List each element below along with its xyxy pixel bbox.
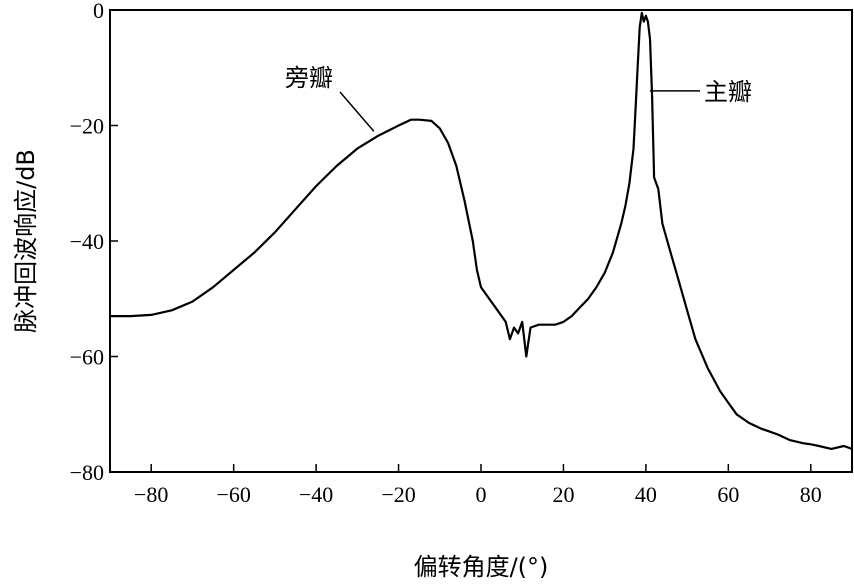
y-axis-ticks: 0 −20 −40 −60 −80 — [70, 0, 118, 485]
y-tick-label: −20 — [70, 114, 104, 139]
x-tick-label: 20 — [552, 482, 574, 507]
x-tick-label: −40 — [299, 482, 333, 507]
x-tick-label: 0 — [476, 482, 487, 507]
y-tick-label: −60 — [70, 345, 104, 370]
sidelobe-annotation: 旁瓣 — [285, 64, 333, 92]
annotations: 旁瓣主瓣 — [285, 64, 752, 132]
x-tick-label: −80 — [134, 482, 168, 507]
y-tick-label: −40 — [70, 229, 104, 254]
x-tick-label: 80 — [800, 482, 822, 507]
plot-frame — [109, 9, 853, 473]
x-axis-ticks: −80 −60 −40 −20 0 20 40 60 80 — [134, 464, 822, 507]
y-tick-label: 0 — [93, 0, 104, 23]
x-axis-label: 偏转角度/(°) — [414, 553, 549, 581]
x-tick-label: 60 — [717, 482, 739, 507]
y-tick-label: −80 — [70, 460, 104, 485]
x-tick-label: 40 — [635, 482, 657, 507]
mainlobe-annotation: 主瓣 — [704, 78, 752, 106]
series-line — [108, 11, 854, 450]
sidelobe-leader-line — [339, 91, 375, 132]
x-tick-label: −20 — [381, 482, 415, 507]
y-axis-label: 脉冲回波响应/dB — [12, 149, 40, 333]
x-tick-label: −60 — [216, 482, 250, 507]
